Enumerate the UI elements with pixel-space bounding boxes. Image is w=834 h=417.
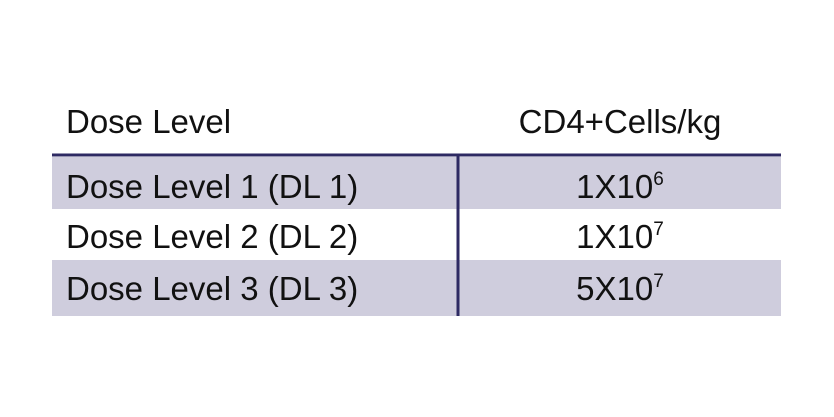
table: Dose Level CD4+Cells/kg Dose Level 1 (DL 1… xyxy=(66,103,721,307)
exponent: 7 xyxy=(653,271,664,292)
dose-level-cell: Dose Level 1 (DL 1) xyxy=(66,168,358,205)
exponent: 7 xyxy=(653,219,664,240)
base: 1X10 xyxy=(576,168,653,205)
cells-per-kg-cell: 5X107 xyxy=(576,270,664,307)
base: 5X10 xyxy=(576,270,653,307)
base: 1X10 xyxy=(576,218,653,255)
cells-per-kg-cell: 1X106 xyxy=(576,168,664,205)
header-cell: CD4+Cells/kg xyxy=(519,103,722,140)
row-shade xyxy=(52,157,781,209)
row-shade xyxy=(52,260,781,316)
dose-level-cell: Dose Level 3 (DL 3) xyxy=(66,270,358,307)
exponent: 6 xyxy=(653,169,664,190)
dose-level-cell: Dose Level 2 (DL 2) xyxy=(66,218,358,255)
header-cell: Dose Level xyxy=(66,103,231,140)
cells-per-kg-cell: 1X107 xyxy=(576,218,664,255)
